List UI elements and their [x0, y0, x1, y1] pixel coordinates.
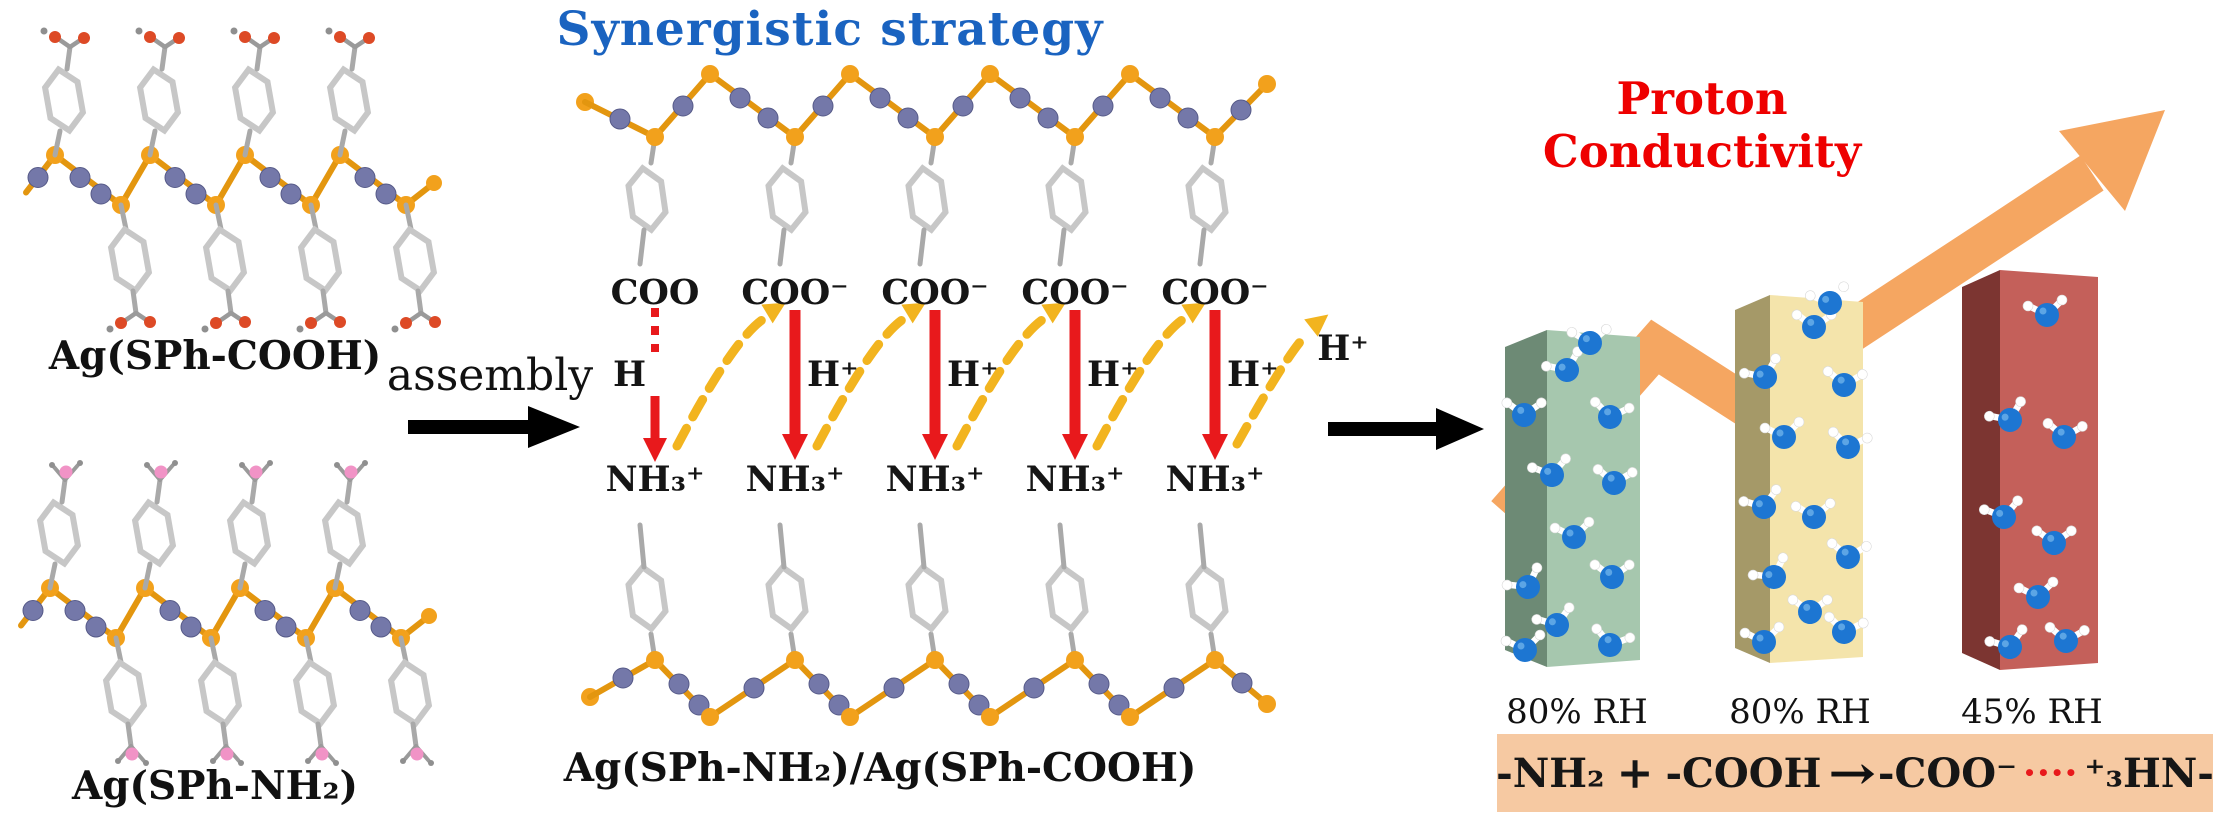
coo-label: COO⁻ — [1021, 272, 1129, 313]
released-proton-label: H⁺ — [1317, 328, 1369, 369]
assembly-label: assembly — [386, 350, 594, 401]
coo-label: COO⁻ — [1161, 272, 1269, 313]
h-label: H⁺ — [807, 354, 859, 395]
rh-label-green: 80% RH — [1506, 692, 1648, 732]
nh3-label: NH₃⁺ — [745, 459, 845, 500]
ag-sph-cooh-label: Ag(SPh-COOH) — [48, 333, 382, 379]
equation-plus-sign: + — [1616, 747, 1654, 799]
reaction-equation-box: -NH₂ + -COOH → -COO⁻ •••• ⁺₃HN- — [1496, 734, 2213, 812]
equation-reactant-cooh: -COOH — [1665, 749, 1822, 797]
rh-label-red: 45% RH — [1961, 692, 2103, 732]
proton-conductivity-title: Proton Conductivity — [1542, 72, 1862, 178]
conductivity-illustration — [1491, 110, 2165, 670]
equation-product-coo: -COO⁻ — [1877, 749, 2018, 797]
result-arrow — [1328, 408, 1484, 450]
water-molecules — [1500, 281, 2090, 662]
coo-label: COO⁻ — [881, 272, 989, 313]
membrane-bar-45rh-red — [1962, 270, 2098, 670]
assembled-cooh-chain — [576, 65, 1276, 267]
rh-label-yellow: 80% RH — [1729, 692, 1871, 732]
assembly-arrow — [408, 406, 580, 448]
nh3-label: NH₃⁺ — [1165, 459, 1265, 500]
proton-transfer-column: COO H NH₃⁺ — [585, 272, 725, 500]
h-label: H⁺ — [1227, 354, 1279, 395]
ag-sph-nh2-label: Ag(SPh-NH₂) — [71, 763, 359, 809]
assembled-structure-label: Ag(SPh-NH₂)/Ag(SPh-COOH) — [563, 745, 1197, 791]
coo-label: COO⁻ — [741, 272, 849, 313]
h-label: H — [613, 354, 647, 395]
ag-sph-cooh-structure — [23, 27, 442, 333]
proton-transfer-column: COO⁻ H⁺ NH₃⁺ — [1005, 272, 1145, 500]
synergistic-strategy-title: Synergistic strategy — [556, 2, 1104, 57]
nh3-label: NH₃⁺ — [885, 459, 985, 500]
proton-transfer-column: COO⁻ H⁺ NH₃⁺ — [1145, 272, 1285, 500]
h-label: H⁺ — [1087, 354, 1139, 395]
ag-sph-nh2-structure — [18, 460, 437, 766]
nh3-label: NH₃⁺ — [1025, 459, 1125, 500]
proton-transfer-column: COO⁻ H⁺ NH₃⁺ — [865, 272, 1005, 500]
nh3-label: NH₃⁺ — [605, 459, 705, 500]
assembled-nh2-chain — [581, 522, 1276, 726]
coo-label: COO — [610, 272, 700, 313]
equation-reactant-nh2: -NH₂ — [1496, 749, 1605, 797]
equation-product-hn: ⁺₃HN- — [2084, 749, 2213, 797]
h-label: H⁺ — [947, 354, 999, 395]
proton-transfer-arrows — [643, 302, 1329, 462]
proton-transfer-column: COO⁻ H⁺ NH₃⁺ — [725, 272, 865, 500]
